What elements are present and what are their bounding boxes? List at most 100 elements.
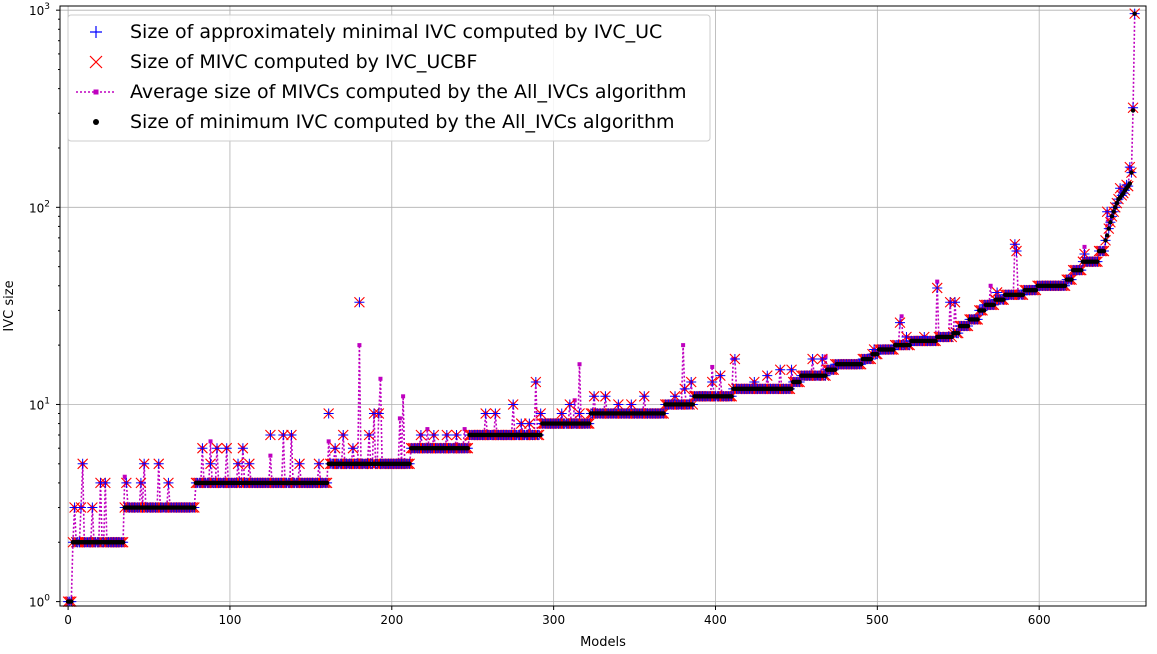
y-tick-label: 103 [29,2,50,18]
ivc-uc-point [338,430,349,441]
ivc-uc-point [265,430,276,441]
ivc-uc-point [564,399,575,410]
x-tick-label: 200 [380,613,403,627]
min-ivc-point [1130,108,1136,113]
min-ivc-point [907,342,912,348]
ivc-uc-point [775,364,786,375]
ivc-uc-point [613,399,624,410]
avg-mivc-point [268,453,273,458]
avg-mivc-point [378,376,383,381]
legend-entry-label: Size of MIVC computed by IVC_UCBF [130,51,477,73]
ivc-uc-point [163,477,174,488]
x-tick-label: 600 [1028,613,1051,627]
x-axis-ticks: 0 100 200 300 400 500 600 [64,606,1051,627]
min-ivc-point [1129,170,1134,175]
avg-mivc-point [988,283,993,288]
min-ivc-point [868,356,874,362]
ivc-uc-point [600,391,611,402]
ivc-uc-point [670,391,681,402]
avg-mivc-point [899,314,904,319]
min-ivc-point [833,367,838,372]
ivc-uc-point [729,354,740,365]
ivc-uc-point [556,408,567,419]
x-tick-label: 500 [866,613,889,627]
y-axis-label: IVC size [2,280,17,331]
ivc-uc-point [707,377,718,388]
min-ivc-point [324,480,330,486]
min-ivc-point [69,599,74,604]
ivc-uc-point [530,377,541,388]
min-ivc-point [797,379,802,385]
min-ivc-point [1127,181,1133,186]
min-ivc-point [875,351,880,357]
ivc-uc-point [313,458,324,469]
min-ivc-point [1062,283,1068,288]
ivc-uc-point [679,383,690,394]
ivc-uc-point [749,377,760,388]
ivc-uc-point [1124,162,1135,173]
ivc-uc-point [205,458,216,469]
min-ivc-point [1069,277,1074,282]
min-ivc-point [1104,233,1110,238]
min-ivc-point [1079,267,1084,273]
min-ivc-point [1101,248,1107,254]
ivc-uc-point [574,408,585,419]
min-ivc-point [991,302,997,308]
ivc-uc-point [480,408,491,419]
ivc-uc-point [589,391,600,402]
min-ivc-point [1108,220,1113,225]
min-ivc-point [465,446,471,451]
ivc-uc-point [100,477,111,488]
avg-mivc-point [577,362,582,367]
min-ivc-point [690,402,696,407]
min-ivc-point [120,540,126,545]
avg-mivc-point [710,364,715,369]
min-ivc-point [729,394,734,399]
ivc-uc-point [347,443,358,454]
min-ivc-point [1103,238,1108,243]
plot-frame [59,5,1147,607]
min-ivc-point [538,432,543,438]
ivc-uc-point [221,443,232,454]
min-ivc-point [1095,259,1100,264]
y-tick-label: 101 [29,396,50,412]
ivc-uc-point [211,443,222,454]
avg-mivc-point [208,439,213,444]
ivc-uc-point [807,354,818,365]
ivc-uc-point [762,370,773,381]
chart-marks [62,8,1141,607]
y-axis-ticks: 100 101 102 103 [29,2,60,610]
ivc-uc-point [932,282,943,293]
y-tick-label: 100 [29,594,50,610]
ivc-uc-point [76,502,87,513]
ivc-uc-point [686,377,697,388]
legend-marker-plus [90,26,102,38]
min-ivc-point [1106,226,1111,231]
avg-mivc-point [122,474,127,479]
ivc-uc-point [77,458,88,469]
ivc-uc-point [237,443,248,454]
ivc-uc-point [1011,246,1022,257]
ivc-uc-point [87,502,98,513]
min-ivc-point [956,330,961,336]
legend-marker-x [89,55,103,69]
ivc-uc-point [1009,239,1020,250]
legend-marker-square [93,89,99,95]
ivc-uc-point [901,331,912,342]
avg-mivc-point [326,439,331,444]
min-ivc-point [1033,287,1039,293]
min-ivc-point [407,461,412,467]
avg-mivc-point [397,416,402,421]
legend-entry-label: Size of minimum IVC computed by the All_… [130,111,675,133]
x-tick-label: 400 [704,613,727,627]
x-axis-label: Models [580,635,626,650]
ivc-uc-point [950,297,961,308]
ivc-uc-point [626,399,637,410]
ivc-uc-point [490,408,501,419]
ivc-uc-point [524,418,535,429]
min-ivc-point [789,386,794,392]
legend-entry-label: Average size of MIVCs computed by the Al… [130,81,687,103]
min-ivc-point [975,317,980,322]
ivc-uc-point [330,443,341,454]
ivc-uc-point [121,477,132,488]
